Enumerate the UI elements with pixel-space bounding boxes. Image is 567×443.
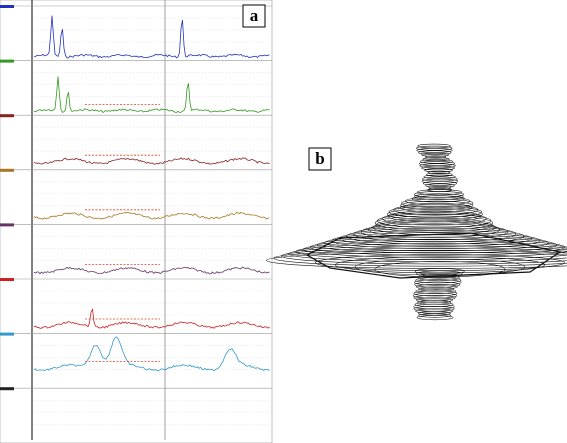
trace-panels: [0, 0, 272, 440]
trace: [33, 336, 270, 372]
wire-ring: [417, 275, 460, 281]
wire-ring: [418, 150, 452, 155]
wire-ring: [382, 212, 487, 226]
wire-ring: [302, 241, 567, 258]
wire-ring: [400, 200, 474, 211]
wire-ring: [426, 172, 453, 177]
wire-ring: [413, 193, 464, 200]
channel-tab: [0, 387, 14, 391]
wireframe-shape: [266, 143, 567, 321]
wire-ring: [423, 174, 456, 179]
wire-ring: [421, 152, 449, 157]
channel-tab: [0, 223, 14, 227]
wire-ring: [374, 215, 494, 231]
wire-ring: [418, 310, 451, 316]
wire-ring: [288, 245, 567, 263]
wire-ring: [414, 279, 462, 286]
wire-ring: [418, 286, 455, 292]
wire-ring: [354, 258, 526, 276]
wire-ring: [428, 170, 450, 174]
channel-tab: [0, 5, 14, 8]
wire-ring: [420, 159, 453, 164]
channel-tab: [0, 59, 14, 63]
wire-ring: [317, 236, 557, 254]
wire-ring: [416, 189, 462, 196]
trace: [33, 307, 270, 329]
wire-ring: [388, 206, 483, 218]
wire-ring: [418, 313, 452, 318]
panel-a-label-box: [242, 4, 266, 28]
wire-ring: [331, 232, 541, 249]
wire-ring: [334, 256, 546, 274]
wire-ring: [309, 238, 565, 256]
wire-disc: [305, 232, 562, 279]
wire-ring: [400, 203, 473, 213]
wire-ring: [421, 165, 455, 171]
wire-ring: [424, 168, 453, 173]
wire-ring: [425, 183, 455, 188]
channel-tab: [0, 114, 14, 118]
panel-a-label: a: [250, 6, 259, 25]
wire-ring: [416, 315, 454, 321]
wire-ring: [414, 281, 461, 288]
trace: [33, 157, 270, 165]
channel-tab: [0, 168, 14, 172]
wire-ring: [414, 301, 454, 307]
wire-ring: [419, 163, 456, 169]
trace: [33, 76, 270, 114]
panel-b-label: b: [315, 149, 324, 168]
panel-b-label-box: [308, 147, 332, 171]
wire-ring: [416, 147, 453, 153]
wire-ring: [422, 157, 450, 162]
trace: [33, 212, 270, 220]
wire-ring: [416, 145, 453, 151]
wire-ring: [414, 268, 465, 275]
wire-ring: [422, 181, 458, 186]
wire-ring: [415, 277, 462, 284]
channel-tab: [0, 332, 14, 336]
wire-ring: [415, 288, 457, 294]
trace: [33, 15, 270, 59]
channel-tab: [0, 278, 14, 281]
wire-ring: [415, 284, 458, 290]
trace: [33, 266, 270, 275]
wire-ring: [425, 155, 447, 159]
wire-ring: [401, 198, 474, 208]
panel-a-frame: [0, 0, 273, 443]
wire-ring: [428, 186, 452, 190]
wire-ring: [280, 247, 567, 265]
wire-ring: [412, 292, 458, 299]
wire-ring: [421, 178, 459, 184]
wire-ring: [374, 261, 506, 278]
wire-ring: [413, 290, 458, 297]
wire-ring: [295, 243, 567, 260]
